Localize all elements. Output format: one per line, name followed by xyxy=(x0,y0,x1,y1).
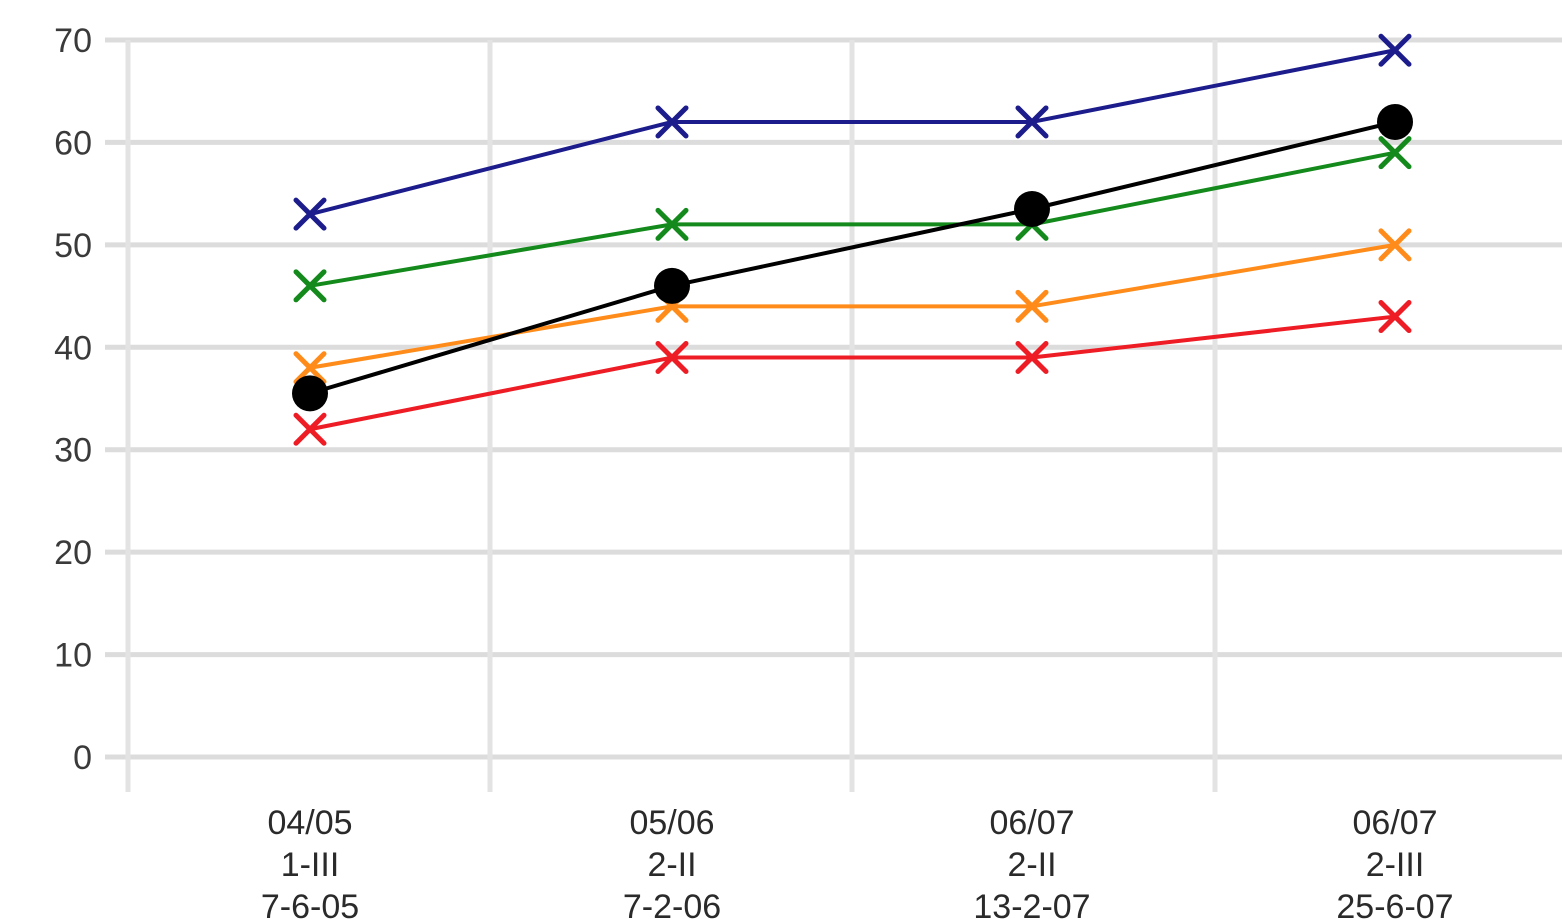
series-line xyxy=(309,314,1396,432)
series-layer xyxy=(292,33,1413,446)
x-tick-label: 06/07 xyxy=(1352,804,1437,842)
series-0 xyxy=(293,33,1412,231)
data-point-x xyxy=(1015,105,1049,139)
x-tick-label: 2-III xyxy=(1366,846,1425,884)
x-tick-label: 06/07 xyxy=(989,804,1074,842)
data-point-x xyxy=(1378,33,1412,67)
data-point-x xyxy=(655,341,689,375)
x-tick-label: 7-2-06 xyxy=(623,888,721,919)
y-tick-label: 30 xyxy=(54,432,92,470)
series-line xyxy=(309,48,1396,217)
y-tick-label: 50 xyxy=(54,227,92,265)
data-point-x xyxy=(655,105,689,139)
x-tick-label: 25-6-07 xyxy=(1336,888,1453,919)
y-tick-label: 20 xyxy=(54,534,92,572)
data-point-x xyxy=(1378,136,1412,170)
y-axis: 0 10 20 30 40 50 60 70 xyxy=(54,22,92,777)
x-tick-label: 7-6-05 xyxy=(261,888,359,919)
data-point-x xyxy=(293,197,327,231)
data-point-x xyxy=(1015,341,1049,375)
series-line xyxy=(309,242,1396,370)
y-tick-label: 40 xyxy=(54,329,92,367)
series-4 xyxy=(292,103,1413,412)
y-tick-label: 70 xyxy=(54,22,92,60)
data-point-x xyxy=(293,351,327,385)
data-point-circle xyxy=(1377,103,1413,140)
x-tick-label: 2-II xyxy=(647,846,696,884)
data-point-circle xyxy=(1014,191,1050,228)
x-tick-label: 13-2-07 xyxy=(973,888,1090,919)
y-tick-label: 0 xyxy=(73,739,92,777)
data-point-circle xyxy=(292,375,328,412)
data-point-circle xyxy=(654,267,690,304)
y-tick-label: 60 xyxy=(54,124,92,162)
series-3 xyxy=(293,300,1412,446)
data-point-x xyxy=(1015,289,1049,323)
data-point-x xyxy=(655,207,689,241)
data-point-x xyxy=(293,412,327,446)
data-point-x xyxy=(293,269,327,303)
series-2 xyxy=(293,228,1412,385)
series-line xyxy=(309,119,1396,396)
data-point-x xyxy=(1378,300,1412,334)
x-axis: 04/05 1-III 7-6-05 05/06 2-II 7-2-06 06/07 2-II… xyxy=(261,804,1454,919)
x-tick-label: 2-II xyxy=(1007,846,1056,884)
y-tick-label: 10 xyxy=(54,637,92,675)
series-line xyxy=(309,150,1396,288)
x-tick-label: 1-III xyxy=(281,846,340,884)
x-tick-label: 05/06 xyxy=(629,804,714,842)
x-tick-label: 04/05 xyxy=(267,804,352,842)
data-point-x xyxy=(1378,228,1412,262)
